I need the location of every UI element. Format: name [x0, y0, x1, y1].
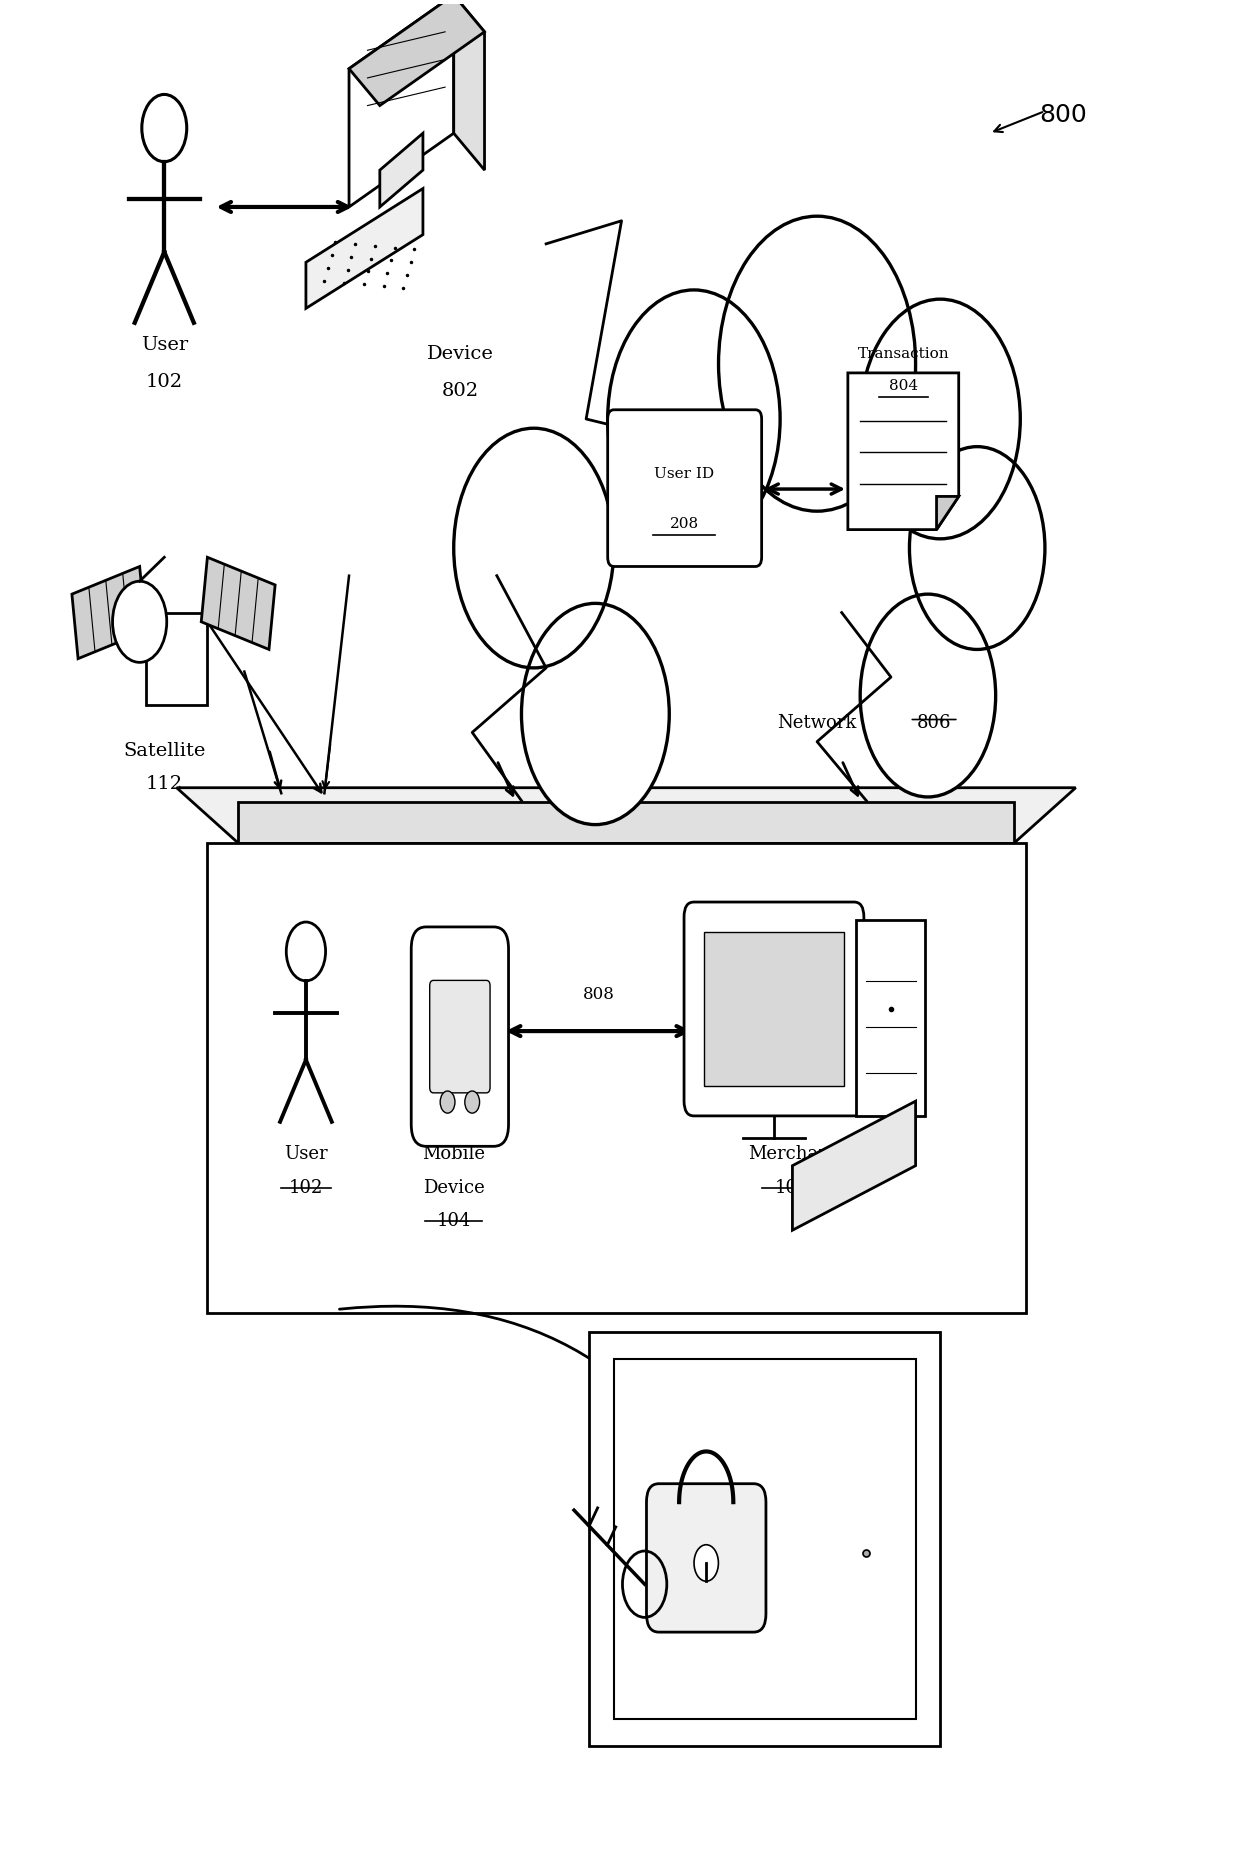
FancyBboxPatch shape — [207, 843, 1027, 1313]
Text: 806: 806 — [916, 715, 951, 732]
Text: 802: 802 — [441, 382, 479, 400]
FancyBboxPatch shape — [704, 932, 844, 1087]
FancyBboxPatch shape — [857, 920, 925, 1117]
Polygon shape — [72, 567, 146, 659]
Polygon shape — [379, 133, 423, 207]
FancyBboxPatch shape — [430, 980, 490, 1093]
Polygon shape — [201, 557, 275, 650]
Circle shape — [861, 594, 996, 796]
FancyBboxPatch shape — [238, 802, 1014, 843]
Circle shape — [608, 291, 780, 548]
Text: 102: 102 — [146, 372, 182, 391]
Text: 208: 208 — [670, 517, 698, 532]
Text: Device: Device — [423, 1178, 485, 1196]
Text: Satellite: Satellite — [123, 741, 206, 759]
FancyBboxPatch shape — [146, 613, 207, 706]
Polygon shape — [348, 0, 485, 106]
Text: Device: Device — [427, 344, 494, 363]
Text: 106: 106 — [775, 1178, 810, 1196]
FancyBboxPatch shape — [684, 902, 864, 1117]
Circle shape — [113, 582, 166, 663]
Circle shape — [718, 217, 915, 511]
Text: User: User — [140, 335, 187, 354]
FancyBboxPatch shape — [614, 1359, 915, 1719]
Circle shape — [454, 428, 614, 669]
Polygon shape — [176, 787, 1076, 843]
Text: Network: Network — [777, 715, 857, 732]
Text: 112: 112 — [146, 774, 182, 793]
Text: 804: 804 — [889, 380, 918, 393]
Circle shape — [694, 1545, 718, 1582]
Text: Mobile: Mobile — [423, 1145, 485, 1163]
FancyBboxPatch shape — [608, 409, 761, 567]
Circle shape — [440, 1091, 455, 1113]
Polygon shape — [792, 1102, 915, 1230]
Circle shape — [861, 300, 1021, 539]
Text: Transaction: Transaction — [858, 348, 949, 361]
FancyBboxPatch shape — [412, 926, 508, 1146]
FancyBboxPatch shape — [589, 1332, 940, 1746]
Circle shape — [909, 446, 1045, 650]
Text: User ID: User ID — [653, 467, 714, 482]
Circle shape — [522, 604, 670, 824]
Text: 104: 104 — [436, 1211, 471, 1230]
Text: Merchant: Merchant — [748, 1145, 837, 1163]
Polygon shape — [936, 496, 959, 530]
Text: User: User — [284, 1145, 327, 1163]
Circle shape — [465, 1091, 480, 1113]
Polygon shape — [454, 0, 485, 170]
Text: 810: 810 — [744, 1704, 784, 1722]
Polygon shape — [306, 189, 423, 309]
Text: 800: 800 — [1039, 104, 1086, 126]
Text: 102: 102 — [289, 1178, 324, 1196]
Text: 808: 808 — [583, 985, 614, 1002]
Polygon shape — [848, 372, 959, 530]
FancyBboxPatch shape — [646, 1483, 766, 1632]
